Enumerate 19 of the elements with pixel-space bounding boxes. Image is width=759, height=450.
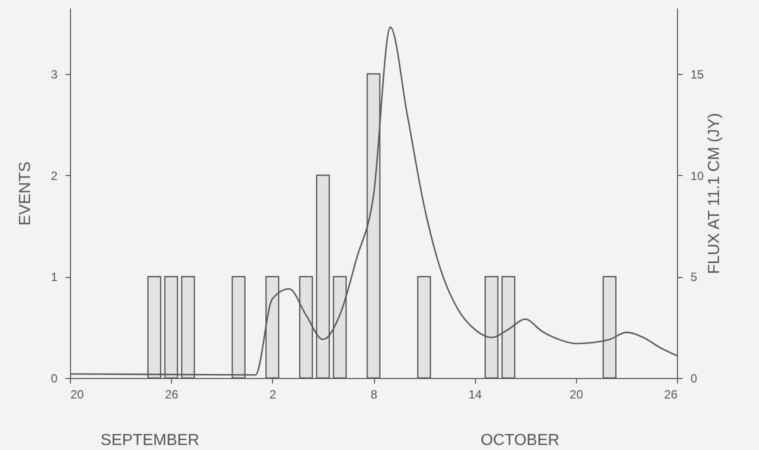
y-tick-label: 0 (50, 372, 58, 386)
text: SEPTEMBER (100, 432, 200, 449)
y2-tick-label: 5 (690, 270, 698, 284)
x-tick-label: 20 (570, 388, 584, 402)
y2-tick-label: 10 (690, 168, 704, 183)
x-tick-label: 26 (164, 388, 179, 402)
y2-tick-label: 15 (690, 67, 704, 82)
y-tick-label: 1 (50, 270, 58, 284)
text: OCTOBER (480, 432, 560, 449)
y-tick-label: 2 (50, 168, 58, 183)
x-tick-label: 26 (664, 388, 678, 402)
x-tick-label: 14 (468, 388, 482, 402)
x-tick-label: 2 (269, 388, 276, 402)
y2-axis-title: FLUX AT 11.1 CM (JY) (706, 113, 723, 274)
y-tick-label: 3 (50, 67, 58, 82)
y2-tick-label: 0 (690, 372, 698, 386)
x-tick-label: 8 (370, 388, 378, 402)
x-tick-label: 20 (70, 388, 84, 402)
y-axis-title: EVENTS (16, 161, 34, 226)
